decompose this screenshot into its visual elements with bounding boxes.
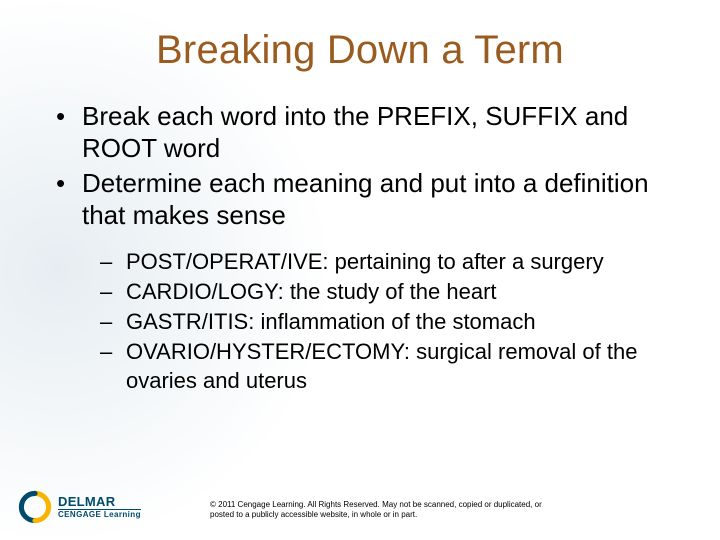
slide-title: Breaking Down a Term [56,28,664,73]
logo-mark-icon [18,490,52,524]
bullet-item: Break each word into the PREFIX, SUFFIX … [56,101,664,164]
logo-text: DELMAR CENGAGE Learning [58,495,141,519]
slide-footer: DELMAR CENGAGE Learning © 2011 Cengage L… [0,476,720,530]
subbullet-item: POST/OPERAT/IVE: pertaining to after a s… [100,248,664,276]
sub-bullet-list: POST/OPERAT/IVE: pertaining to after a s… [56,248,664,395]
subbullet-item: CARDIO/LOGY: the study of the heart [100,278,664,306]
slide-container: Breaking Down a Term Break each word int… [0,0,720,540]
logo-brand-top: DELMAR [58,495,141,508]
publisher-logo: DELMAR CENGAGE Learning [18,490,141,524]
bullet-item: Determine each meaning and put into a de… [56,168,664,231]
subbullet-item: OVARIO/HYSTER/ECTOMY: surgical removal o… [100,338,664,394]
main-bullet-list: Break each word into the PREFIX, SUFFIX … [56,101,664,232]
subbullet-item: GASTR/ITIS: inflammation of the stomach [100,308,664,336]
copyright-text: © 2011 Cengage Learning. All Rights Rese… [210,500,550,520]
logo-brand-bottom: CENGAGE Learning [58,509,141,519]
